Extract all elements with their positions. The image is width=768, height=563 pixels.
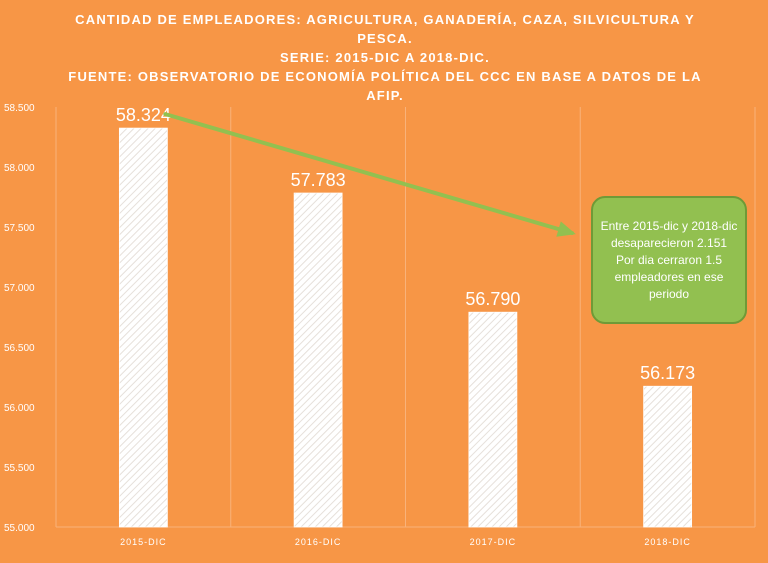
x-tick-label: 2015-DIC bbox=[120, 537, 167, 547]
x-tick-label: 2018-DIC bbox=[644, 537, 691, 547]
bar bbox=[293, 192, 343, 528]
y-tick-label: 56.000 bbox=[4, 403, 35, 414]
y-tick-label: 58.500 bbox=[4, 103, 35, 114]
title-line-3: FUENTE: OBSERVATORIO DE ECONOMÍA POLÍTIC… bbox=[68, 69, 702, 103]
y-tick-label: 55.000 bbox=[4, 523, 35, 534]
annotation-arrow-line bbox=[163, 112, 574, 235]
callout-box: Entre 2015-dic y 2018-dic desaparecieron… bbox=[591, 196, 747, 324]
annotation-arrow-head bbox=[556, 221, 576, 237]
bar bbox=[643, 385, 693, 528]
y-tick-label: 55.500 bbox=[4, 463, 35, 474]
data-label: 58.324 bbox=[116, 105, 171, 125]
data-label: 56.790 bbox=[465, 289, 520, 309]
y-tick-label: 56.500 bbox=[4, 343, 35, 354]
x-tick-label: 2017-DIC bbox=[470, 537, 517, 547]
callout-line-2: Por dia cerraron 1.5 empleadores en ese … bbox=[614, 252, 724, 301]
title-line-2: SERIE: 2015-DIC A 2018-DIC. bbox=[280, 50, 490, 65]
title-line-1: CANTIDAD DE EMPLEADORES: AGRICULTURA, GA… bbox=[75, 12, 695, 46]
y-tick-label: 57.000 bbox=[4, 283, 35, 294]
data-label: 56.173 bbox=[640, 363, 695, 383]
x-tick-label: 2016-DIC bbox=[295, 537, 342, 547]
data-label: 57.783 bbox=[291, 170, 346, 190]
callout-line-1: Entre 2015-dic y 2018-dic desaparecieron… bbox=[600, 218, 738, 250]
bar bbox=[118, 127, 168, 528]
chart-title: CANTIDAD DE EMPLEADORES: AGRICULTURA, GA… bbox=[60, 10, 710, 105]
y-tick-label: 57.500 bbox=[4, 223, 35, 234]
bar bbox=[468, 311, 518, 528]
y-tick-label: 58.000 bbox=[4, 163, 35, 174]
